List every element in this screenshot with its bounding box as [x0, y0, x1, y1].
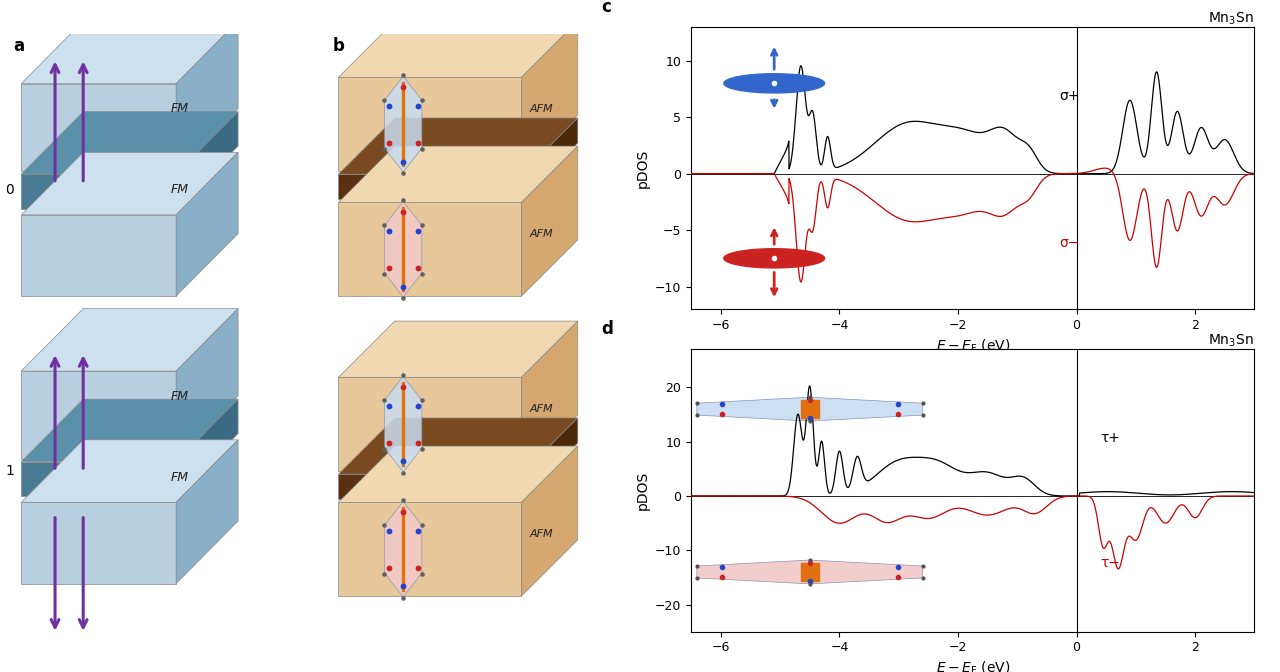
- Polygon shape: [338, 418, 577, 474]
- Polygon shape: [22, 462, 177, 496]
- Text: σ+: σ+: [1059, 89, 1079, 103]
- Polygon shape: [177, 399, 238, 496]
- Text: FM: FM: [170, 471, 188, 484]
- Polygon shape: [521, 446, 577, 596]
- Y-axis label: pDOS: pDOS: [636, 471, 649, 510]
- Polygon shape: [177, 308, 238, 458]
- Polygon shape: [338, 503, 521, 596]
- Polygon shape: [338, 474, 521, 499]
- Text: AFM: AFM: [530, 529, 553, 538]
- Polygon shape: [177, 439, 238, 583]
- Polygon shape: [384, 202, 422, 297]
- Polygon shape: [384, 501, 422, 597]
- Bar: [402, 207, 404, 292]
- Bar: [801, 401, 819, 418]
- Text: σ−: σ−: [1059, 236, 1079, 250]
- Polygon shape: [696, 560, 923, 584]
- X-axis label: $E - E_{\mathrm{F}}$ (eV): $E - E_{\mathrm{F}}$ (eV): [936, 337, 1010, 355]
- Polygon shape: [338, 202, 521, 296]
- Text: 1: 1: [5, 464, 14, 478]
- X-axis label: $E - E_{\mathrm{F}}$ (eV): $E - E_{\mathrm{F}}$ (eV): [936, 660, 1010, 672]
- Text: Mn$_3$Sn: Mn$_3$Sn: [1208, 333, 1254, 349]
- Polygon shape: [338, 21, 577, 77]
- Circle shape: [723, 249, 824, 268]
- Polygon shape: [338, 174, 521, 199]
- Polygon shape: [22, 503, 177, 583]
- Circle shape: [723, 74, 824, 93]
- Text: τ+: τ+: [1101, 431, 1120, 445]
- Text: 0: 0: [5, 183, 14, 197]
- Polygon shape: [22, 371, 177, 458]
- Text: τ−: τ−: [1101, 556, 1120, 570]
- Polygon shape: [22, 112, 238, 174]
- Text: AFM: AFM: [530, 404, 553, 413]
- Text: d: d: [602, 320, 613, 338]
- Bar: [402, 382, 404, 466]
- Polygon shape: [338, 446, 577, 503]
- Polygon shape: [696, 397, 923, 421]
- Bar: [402, 507, 404, 591]
- Polygon shape: [177, 153, 238, 296]
- Polygon shape: [22, 215, 177, 296]
- Polygon shape: [338, 321, 577, 378]
- Polygon shape: [338, 378, 521, 471]
- Polygon shape: [22, 83, 177, 171]
- Text: FM: FM: [170, 102, 188, 115]
- Text: c: c: [602, 0, 611, 15]
- Bar: [402, 82, 404, 167]
- Polygon shape: [338, 146, 577, 202]
- Text: b: b: [333, 37, 344, 54]
- Text: Mn$_3$Sn: Mn$_3$Sn: [1208, 11, 1254, 27]
- Polygon shape: [338, 77, 521, 171]
- Text: AFM: AFM: [530, 103, 553, 114]
- Polygon shape: [22, 174, 177, 208]
- Polygon shape: [384, 376, 422, 472]
- Polygon shape: [338, 118, 577, 174]
- Polygon shape: [384, 77, 422, 172]
- Polygon shape: [22, 153, 238, 215]
- Polygon shape: [521, 21, 577, 171]
- Text: FM: FM: [170, 183, 188, 196]
- Polygon shape: [22, 439, 238, 503]
- Polygon shape: [521, 118, 577, 199]
- Text: AFM: AFM: [530, 228, 553, 239]
- Text: a: a: [13, 37, 24, 54]
- Polygon shape: [521, 418, 577, 499]
- Bar: [801, 563, 819, 581]
- Text: FM: FM: [170, 390, 188, 403]
- Polygon shape: [521, 321, 577, 471]
- Polygon shape: [177, 112, 238, 208]
- Polygon shape: [22, 399, 238, 462]
- Polygon shape: [22, 21, 238, 83]
- Y-axis label: pDOS: pDOS: [636, 149, 649, 187]
- Polygon shape: [22, 308, 238, 371]
- Polygon shape: [521, 146, 577, 296]
- Polygon shape: [177, 21, 238, 171]
